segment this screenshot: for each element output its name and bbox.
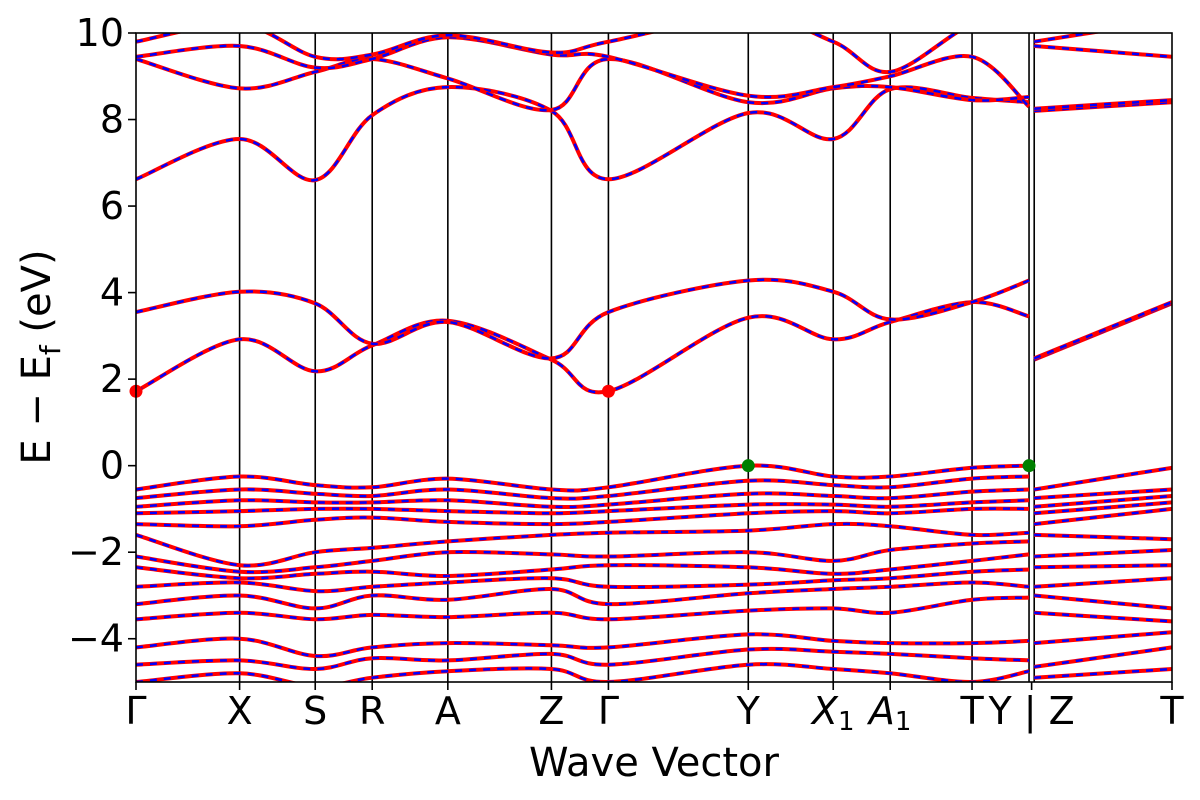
band-edge-markers — [129, 384, 1036, 473]
band-line-dashed — [1034, 507, 1172, 526]
band-line-dashed — [136, 581, 1030, 610]
band-line-dashed — [1034, 630, 1172, 645]
x-tick-label: A1 — [866, 689, 912, 737]
x-tick-label: Γ — [125, 689, 146, 733]
band-line-dashed — [1034, 98, 1172, 110]
band-line — [136, 33, 960, 74]
y-tick-label: −4 — [68, 617, 124, 661]
band-line-dashed — [1034, 646, 1172, 669]
x-tick-label: Y | Z — [988, 689, 1075, 734]
band-edge-marker — [601, 384, 615, 398]
band-line-dashed — [136, 57, 1030, 112]
y-tick-label: 8 — [100, 98, 124, 142]
band-line — [136, 498, 1030, 516]
band-edge-marker — [741, 459, 755, 473]
y-tick-label: 6 — [100, 184, 124, 228]
band-line-dashed — [136, 475, 1030, 500]
band-line-dashed — [136, 36, 1030, 108]
band-line-dashed — [136, 662, 1030, 682]
y-axis-title: E − Ef (eV) — [14, 249, 67, 464]
y-tick-label: 2 — [100, 357, 124, 401]
plot-frame — [135, 32, 1173, 683]
band-line-dashed — [136, 85, 1030, 182]
x-tick-label: X — [227, 689, 253, 733]
band-line — [1033, 33, 1103, 44]
x-tick-label: Z — [538, 689, 564, 733]
y-axis-ticks: −4 −2 0 2 4 6 8 10 — [68, 11, 136, 661]
x-tick-label: Y — [736, 689, 761, 733]
x-tick-label: T — [1159, 689, 1184, 733]
band-line — [136, 521, 1030, 568]
x-axis-title: Wave Vector — [529, 740, 780, 786]
band-line-dashed — [1034, 533, 1172, 541]
band-lines — [136, 33, 1172, 682]
y-tick-label: 4 — [100, 271, 124, 315]
band-line-dashed — [136, 464, 1030, 492]
band-line-dashed — [1034, 667, 1172, 679]
band-line-dashed — [1034, 488, 1172, 500]
band-line-dashed — [1034, 33, 1098, 43]
x-tick-label: R — [359, 689, 385, 733]
band-line-dashed — [136, 553, 1030, 580]
band-line-dashed — [1034, 44, 1172, 59]
band-line — [136, 662, 1030, 682]
band-line-dashed — [136, 647, 1030, 671]
band-line-dashed — [1034, 494, 1172, 509]
band-line — [136, 56, 1030, 113]
band-line-dashed — [1034, 563, 1172, 569]
band-line — [136, 85, 1030, 183]
band-line-dashed — [1034, 548, 1172, 558]
band-line — [136, 300, 1030, 395]
y-tick-label: −2 — [68, 530, 124, 574]
band-line-dashed — [1034, 576, 1172, 589]
x-tick-label: X1 — [810, 689, 855, 737]
y-axis-title-subscript: f — [34, 344, 67, 355]
band-line-dashed — [136, 300, 1030, 394]
band-line-dashed — [1034, 611, 1172, 623]
y-axis-title-main: E − E — [14, 355, 60, 465]
band-line-dashed — [136, 33, 959, 74]
x-tick-label: A — [435, 689, 461, 733]
x-tick-label: T — [959, 689, 984, 733]
x-tick-label: S — [303, 689, 327, 733]
band-line-dashed — [1034, 100, 1172, 113]
y-tick-label: 0 — [100, 444, 124, 488]
band-line-dashed — [136, 278, 1030, 360]
x-tick-label: Γ — [598, 689, 619, 733]
band-line-dashed — [1034, 594, 1172, 610]
band-line — [136, 646, 1030, 672]
band-line — [136, 506, 1030, 529]
band-line-dashed — [136, 540, 1030, 574]
band-line-dashed — [136, 522, 1030, 567]
band-line-dashed — [136, 568, 1030, 593]
y-tick-label: 10 — [76, 11, 124, 55]
band-line-dashed — [136, 596, 1030, 621]
band-line-dashed — [1034, 501, 1172, 515]
band-line — [136, 487, 1030, 510]
band-line-dashed — [1033, 300, 1172, 360]
band-line-dashed — [136, 633, 1030, 658]
y-axis-title-unit: (eV) — [14, 249, 60, 345]
band-edge-marker — [1022, 459, 1036, 473]
band-line-dashed — [1034, 466, 1172, 491]
